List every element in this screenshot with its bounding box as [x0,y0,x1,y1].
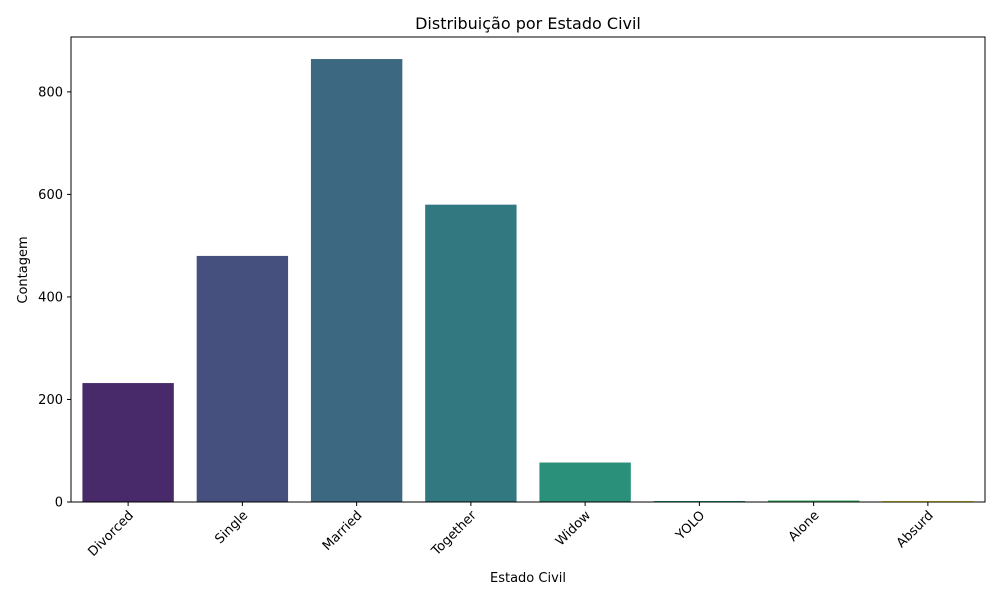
y-tick-label: 600 [38,188,63,203]
x-tick-label: Alone [786,508,823,545]
y-axis: 0 200 400 600 800 [38,85,71,511]
y-tick-label: 400 [38,290,63,305]
x-tick-label: Single [212,508,251,547]
bar-alone [767,500,860,502]
x-tick-label: Widow [553,508,594,549]
x-tick-label: Together [428,508,480,560]
x-tick-label: Divorced [86,508,137,559]
x-tick-label: YOLO [673,508,709,544]
y-tick-label: 800 [38,85,63,100]
plot-frame [70,36,986,503]
bar-yolo [653,500,746,502]
x-tick-label: Married [320,508,366,554]
y-tick-label: 0 [55,496,63,511]
bar-widow [539,462,631,502]
bar-single [196,255,289,502]
x-tick-label: Absurd [894,508,937,551]
x-axis: Divorced Single Married Together Widow YOLO Al… [86,502,937,560]
x-axis-label: Estado Civil [490,571,566,586]
bar-divorced [82,383,174,502]
y-axis-label: Contagem [16,236,31,303]
bar-absurd [882,500,974,502]
chart-title: Distribuição por Estado Civil [415,14,641,33]
bar-together [425,204,517,502]
y-tick-label: 200 [38,393,63,408]
plot-area [70,36,986,503]
bar-married [310,59,403,503]
